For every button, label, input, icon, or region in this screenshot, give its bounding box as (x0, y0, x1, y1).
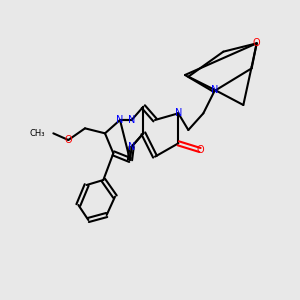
Text: N: N (211, 85, 219, 95)
Text: N: N (128, 142, 135, 152)
Text: CH₃: CH₃ (30, 129, 45, 138)
Text: O: O (253, 38, 260, 48)
Text: N: N (175, 108, 182, 118)
Text: N: N (116, 115, 124, 125)
Text: N: N (128, 115, 135, 125)
Text: O: O (196, 145, 204, 155)
Text: O: O (64, 135, 72, 145)
